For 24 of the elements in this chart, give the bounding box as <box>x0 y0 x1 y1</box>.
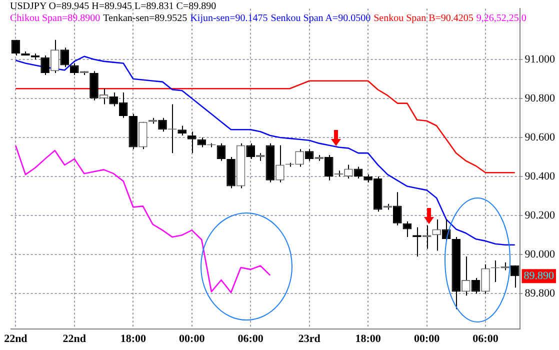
x-tick-label: 23rd <box>298 333 320 346</box>
annotation: 9,26,52,25,0 <box>476 13 526 24</box>
annotation: Tenkan-sen=89.9525 <box>103 13 188 24</box>
x-tick-label: 22nd <box>62 333 86 346</box>
annotation: Kijun-sen=90.1475 <box>190 13 268 24</box>
x-tick-label: 06:00 <box>238 333 264 346</box>
y-tick-label: 90.800 <box>524 92 556 104</box>
annotation: Senkou Span B=90.4205 <box>374 13 474 24</box>
annotation: Chikou Span=89.8900 <box>10 13 100 24</box>
y-tick-label: 91.000 <box>524 53 556 66</box>
annotation: 89.890 <box>524 270 554 282</box>
chart-title: USDJPY O=89.945 H=89.945 L=89.831 C=89.890 <box>10 1 218 13</box>
x-tick-label: 18:00 <box>355 333 382 346</box>
x-tick-label: 00:00 <box>179 333 206 346</box>
annotation: Senkou Span A=90.0500 <box>270 13 371 24</box>
y-tick-label: 89.800 <box>524 288 556 300</box>
x-tick-label: 00:00 <box>414 333 440 346</box>
x-tick-label: 18:00 <box>120 333 146 346</box>
y-tick-label: 90.200 <box>524 209 556 222</box>
x-tick-label: 22nd <box>4 333 28 346</box>
x-tick-label: 06:00 <box>472 333 499 346</box>
y-tick-label: 90.000 <box>524 248 556 260</box>
y-tick-label: 90.400 <box>524 170 556 182</box>
y-tick-label: 90.600 <box>524 131 556 144</box>
